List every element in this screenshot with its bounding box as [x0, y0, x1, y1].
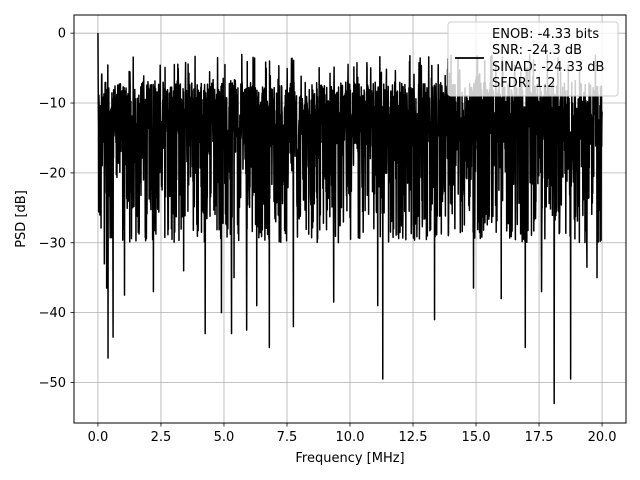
x-tick-label: 17.5: [525, 430, 554, 445]
psd-series-line: [97, 33, 603, 405]
x-tick-label: 0.0: [88, 430, 109, 445]
legend-line-sinad: SINAD: -24.33 dB: [492, 60, 604, 75]
legend-line-enob: ENOB: -4.33 bits: [492, 27, 599, 42]
y-tick-label: −50: [39, 376, 66, 391]
y-axis-label: PSD [dB]: [14, 190, 29, 248]
x-tick-label: 12.5: [399, 430, 428, 445]
y-tick-label: −20: [39, 166, 66, 181]
legend: ENOB: -4.33 bits SNR: -24.3 dB SINAD: -2…: [447, 21, 619, 97]
x-tick-label: 7.5: [277, 430, 298, 445]
x-tick-label: 2.5: [151, 430, 172, 445]
y-tick-label: −10: [39, 97, 66, 112]
legend-box: [447, 21, 619, 97]
x-tick-label: 10.0: [336, 430, 365, 445]
legend-line-sfdr: SFDR: 1.2: [492, 76, 556, 91]
y-axis-ticks: 0 −10 −20 −30 −40 −50: [39, 27, 74, 391]
x-axis-label: Frequency [MHz]: [295, 451, 404, 466]
y-tick-label: −40: [39, 306, 66, 321]
x-tick-label: 15.0: [462, 430, 491, 445]
x-tick-label: 20.0: [588, 430, 617, 445]
x-axis-ticks: 0.0 2.5 5.0 7.5 10.0 12.5 15.0 17.5 20.0: [88, 423, 617, 445]
x-tick-label: 5.0: [214, 430, 235, 445]
y-tick-label: 0: [58, 27, 66, 42]
y-tick-label: −30: [39, 236, 66, 251]
series-layer: [97, 33, 603, 405]
legend-line-snr: SNR: -24.3 dB: [492, 43, 582, 58]
